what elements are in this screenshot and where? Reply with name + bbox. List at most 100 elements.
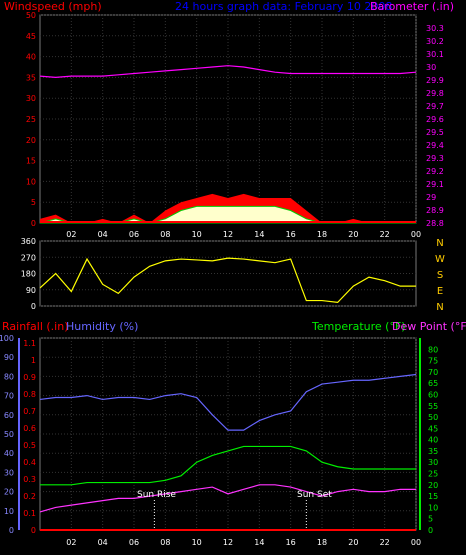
humidity-tick-label: 30 [4,468,14,477]
humidity-tick-label: 20 [4,488,14,497]
humidity-tick-label: 0 [9,526,14,535]
barometer-tick-label: 28.8 [426,219,444,228]
temperature-tick-label: 15 [428,492,438,501]
temperature-tick-label: 40 [428,436,438,445]
x-tick-label: 06 [129,538,139,547]
windspeed-axis-title: Windspeed (mph) [4,0,102,13]
temperature-tick-label: 50 [428,413,438,422]
rainfall-tick-label: 0.4 [23,458,36,467]
x-tick-label: 10 [192,538,202,547]
temperature-tick-label: 70 [428,368,438,377]
barometer-tick-label: 29.7 [426,102,444,111]
humidity-tick-label: 50 [4,430,14,439]
dewpoint-axis-title: Dew Point (°F) [392,320,466,333]
rainfall-tick-label: 1 [31,356,36,365]
windspeed-tick-label: 5 [31,198,36,207]
temperature-axis-title: Temperature (°F) [311,320,406,333]
x-tick-label: 22 [380,230,390,239]
barometer-tick-label: 29.5 [426,128,444,137]
temperature-line [40,445,416,486]
barometer-tick-label: 28.9 [426,206,444,215]
rainfall-tick-label: 0 [31,526,36,535]
humidity-tick-label: 90 [4,353,14,362]
compass-label: W [435,254,445,265]
barometer-tick-label: 30.3 [426,24,444,33]
x-tick-label: 08 [160,538,170,547]
humidity-tick-label: 10 [4,507,14,516]
x-tick-label: 12 [223,538,233,547]
plot-layer: 0510152025303540455028.828.92929.129.229… [0,11,444,547]
humidity-tick-label: 60 [4,411,14,420]
humidity-tick-label: 40 [4,449,14,458]
x-tick-label: 14 [254,538,264,547]
rainfall-tick-label: 0.5 [23,441,36,450]
temperature-tick-label: 35 [428,447,438,456]
windspeed-tick-label: 20 [26,136,36,145]
compass-label: E [437,286,443,297]
temperature-tick-label: 30 [428,458,438,467]
barometer-tick-label: 29.1 [426,180,444,189]
direction-tick-label: 180 [21,270,36,279]
rainfall-tick-label: 0.2 [23,492,36,501]
temperature-tick-label: 0 [428,526,433,535]
barometer-axis-title: Barometer (.in) [370,0,454,13]
temperature-tick-label: 80 [428,345,438,354]
x-tick-label: 06 [129,230,139,239]
direction-tick-label: 90 [26,286,36,295]
direction-tick-label: 0 [31,302,36,311]
x-tick-label: 12 [223,230,233,239]
barometer-tick-label: 29.2 [426,167,444,176]
sunset-label: Sun Set [297,490,332,500]
windspeed-tick-label: 40 [26,53,36,62]
wind-direction-line [39,257,416,304]
sunrise-label: Sun Rise [137,490,176,500]
x-tick-label: 02 [66,230,76,239]
temperature-tick-label: 75 [428,357,438,366]
dewpoint-line [39,484,416,513]
compass-label: N [436,302,443,313]
barometer-tick-label: 29.3 [426,154,444,163]
temperature-tick-label: 55 [428,402,438,411]
rainfall-tick-label: 0.8 [23,390,36,399]
humidity-axis-title: Humidity (%) [66,320,138,333]
rainfall-tick-label: 0.9 [23,373,36,382]
windspeed-tick-label: 30 [26,94,36,103]
barometer-tick-label: 29 [426,193,436,202]
compass-label: S [437,270,443,281]
x-tick-label: 02 [66,538,76,547]
x-tick-label: 14 [254,230,264,239]
barometer-tick-label: 29.8 [426,89,444,98]
barometer-tick-label: 29.9 [426,76,444,85]
temperature-tick-label: 45 [428,424,438,433]
x-tick-label: 22 [380,538,390,547]
x-tick-label: 16 [286,538,296,547]
temperature-tick-label: 5 [428,515,433,524]
humidity-tick-label: 70 [4,392,14,401]
barometer-line [39,65,417,79]
windspeed-tick-label: 50 [26,11,36,20]
x-tick-label: 20 [348,538,358,547]
direction-tick-label: 270 [21,253,36,262]
temperature-tick-label: 25 [428,470,438,479]
rainfall-axis-title: Rainfall (.in) [2,320,69,333]
wind-panel-frame [39,14,417,224]
temperature-tick-label: 20 [428,481,438,490]
x-tick-label: 16 [286,230,296,239]
windspeed-tick-label: 45 [26,32,36,41]
barometer-tick-label: 29.4 [426,141,444,150]
x-tick-label: 00 [411,230,421,239]
barometer-tick-label: 29.6 [426,115,444,124]
wind-barometer-panel [39,14,417,224]
x-tick-label: 10 [192,230,202,239]
barometer-tick-label: 30 [426,63,436,72]
windspeed-tick-label: 0 [31,219,36,228]
x-tick-label: 20 [348,230,358,239]
x-tick-label: 18 [317,230,327,239]
rainfall-tick-label: 0.6 [23,424,36,433]
rainfall-tick-label: 1.1 [23,339,36,348]
windspeed-tick-label: 25 [26,115,36,124]
rainfall-tick-label: 0.1 [23,509,36,518]
x-tick-label: 18 [317,538,327,547]
